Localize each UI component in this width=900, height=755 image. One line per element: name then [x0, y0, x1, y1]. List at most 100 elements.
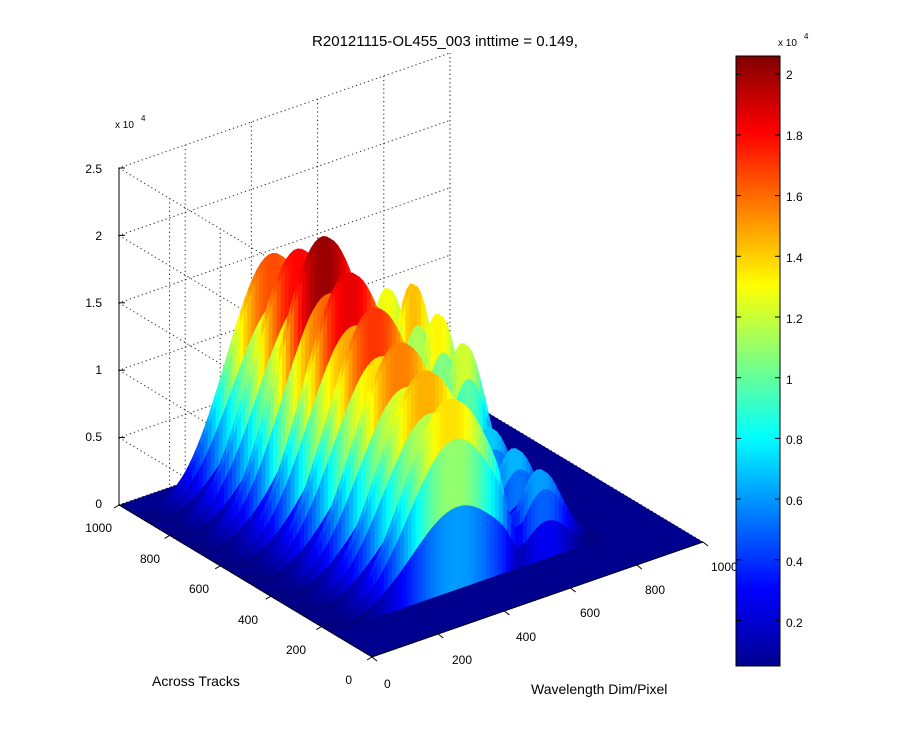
colorbar-tick-label: 1.4: [786, 251, 803, 265]
y-tick-mark: [265, 595, 272, 600]
surface-slice: [438, 515, 444, 596]
surface-slice: [414, 544, 420, 605]
surface-slice: [581, 536, 587, 547]
x-tick-label: 400: [516, 630, 536, 644]
surface-slice: [585, 537, 591, 545]
surface-slice: [513, 543, 519, 570]
z-multiplier-exponent: 4: [141, 114, 146, 123]
surface-slice: [454, 506, 459, 591]
x-tick-label: 0: [384, 677, 391, 691]
surface-slice: [430, 523, 436, 599]
x-tick-label: 1000: [711, 560, 738, 574]
y-tick-label: 1000: [85, 521, 112, 535]
colorbar-tick-label: 1.2: [786, 312, 803, 326]
colorbar-tick-label: 0.2: [786, 616, 803, 630]
z-tick-label: 1.5: [85, 296, 102, 310]
y-tick-mark: [316, 626, 322, 631]
surface-slice: [410, 550, 416, 606]
surface-slice: [525, 535, 531, 566]
surface-slice: [529, 530, 535, 565]
x-tick-mark: [437, 633, 444, 639]
surface-slice: [573, 531, 579, 549]
y-tick-label: 0: [345, 673, 352, 687]
surface-slice: [553, 520, 559, 556]
surface-slice: [466, 505, 471, 587]
surface-slice: [434, 519, 440, 598]
z-tick-label: 2.5: [85, 162, 102, 176]
x-tick-mark: [702, 541, 709, 547]
surface-slice: [521, 541, 527, 567]
colorbar-gradient: [735, 55, 781, 667]
colorbar-multiplier-base: x 10: [778, 38, 797, 49]
y-tick-mark: [366, 656, 373, 661]
surface-slice: [541, 520, 547, 560]
surface-slice: [398, 568, 404, 610]
surface-slice: [478, 508, 483, 583]
z-multiplier-base: x 10: [115, 120, 134, 131]
surface-slice: [458, 505, 463, 589]
y-axis-label: Across Tracks: [152, 673, 240, 689]
colorbar-tick-label: 1.8: [786, 129, 803, 143]
surface-slice: [446, 509, 452, 594]
surface-slice: [577, 534, 583, 548]
surface-slice: [470, 505, 475, 585]
surface-slice: [497, 520, 503, 576]
x-tick-mark: [570, 587, 576, 593]
x-tick-label: 600: [580, 606, 600, 620]
z-tick-label: 0: [95, 497, 102, 511]
surface-slice: [501, 524, 507, 574]
surface-slice: [426, 528, 432, 601]
surface-slice: [486, 512, 491, 580]
z-tick-label: 1: [95, 363, 102, 377]
surface-slice: [406, 556, 412, 607]
z-tick-label: 0.5: [85, 430, 102, 444]
y-tick-label: 200: [286, 643, 306, 657]
surface-slice: [378, 593, 384, 617]
colorbar-tick-label: 1: [786, 373, 793, 387]
surface-slice: [557, 521, 563, 555]
surface-slice: [549, 520, 555, 558]
surface-slice: [517, 544, 523, 569]
surface-slice: [422, 533, 428, 602]
surface-slice: [382, 588, 388, 616]
surface-slice: [462, 505, 467, 588]
surface-slice: [482, 509, 487, 581]
surface-slice: [494, 517, 499, 577]
colorbar-tick-label: 2: [786, 68, 793, 82]
x-tick-mark: [636, 564, 643, 570]
surface-slice: [569, 529, 575, 551]
surface-slice: [450, 507, 456, 592]
surface-slice: [394, 573, 400, 612]
colorbar-tick-label: 0.6: [786, 494, 803, 508]
surface-slice: [537, 522, 543, 562]
surface-slice: [505, 530, 511, 573]
y-tick-label: 800: [140, 552, 160, 566]
surface-slice: [565, 526, 571, 552]
surface-slice: [390, 578, 396, 613]
surface-slice: [402, 562, 408, 609]
surface-slice: [533, 526, 539, 563]
surface-plot: [119, 235, 703, 657]
colorbar: 0.2 0.4 0.6 0.8 1 1.2 1.4 1.6 1.8 2 x 10…: [735, 32, 809, 667]
x-tick-mark: [504, 610, 510, 616]
x-tick-label: 800: [645, 583, 665, 597]
z-tick-label: 2: [95, 229, 102, 243]
y-tick-mark: [164, 534, 170, 539]
colorbar-multiplier-exponent: 4: [804, 32, 809, 41]
x-tick-label: 200: [452, 653, 472, 667]
y-tick-mark: [214, 565, 221, 570]
x-axis-label: Wavelength Dim/Pixel: [531, 681, 667, 697]
y-tick-mark: [113, 504, 120, 509]
z-axis-multiplier: x 10 4: [115, 114, 146, 131]
surface-slice: [561, 523, 567, 554]
z-axis-ticks: 0 0.5 1 1.5 2 2.5: [85, 162, 102, 511]
surface-slice: [545, 520, 551, 559]
y-tick-label: 400: [238, 613, 258, 627]
surface-slice: [418, 539, 424, 603]
x-tick-mark: [371, 656, 378, 662]
surface-slice: [442, 512, 448, 595]
colorbar-tick-label: 0.8: [786, 433, 803, 447]
chart-title: R20121115-OL455_003 inttime = 0.149,: [312, 33, 578, 50]
